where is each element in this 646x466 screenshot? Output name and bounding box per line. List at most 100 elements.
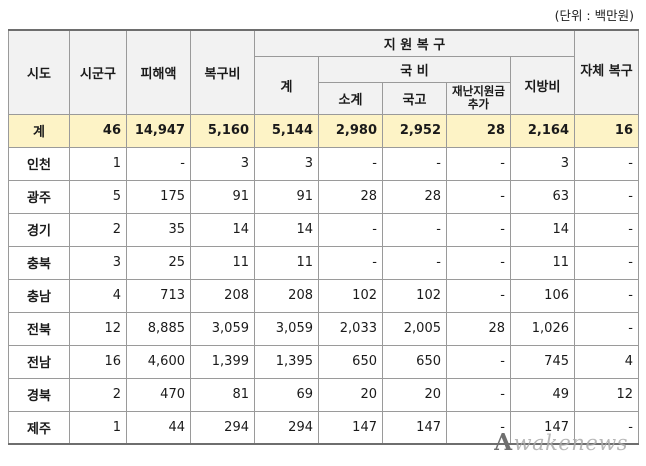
cell-region: 제주	[8, 410, 70, 445]
header-recovery-cost: 복구비	[190, 29, 255, 115]
header-district: 시군구	[69, 29, 127, 115]
cell-region: 광주	[8, 179, 70, 214]
cell-region: 충남	[8, 278, 70, 313]
cell-disaster: 28	[446, 311, 511, 346]
header-disaster-fund: 재난지원금 추가	[446, 81, 511, 115]
cell-treasury: -	[382, 146, 447, 181]
cell-damage: 8,885	[126, 311, 191, 346]
cell-recovery: 208	[190, 278, 255, 313]
cell-self: 12	[574, 377, 639, 412]
cell-district: 3	[69, 245, 127, 280]
cell-disaster: 28	[446, 113, 511, 148]
cell-recovery: 294	[190, 410, 255, 445]
cell-region: 인천	[8, 146, 70, 181]
cell-treasury: 147	[382, 410, 447, 445]
cell-treasury: -	[382, 245, 447, 280]
table-row: 제주 1 44 294 294 147 147 - 147 -	[8, 410, 639, 445]
cell-disaster: -	[446, 278, 511, 313]
cell-disaster: -	[446, 179, 511, 214]
table-header: 시도 시군구 피해액 복구비 지 원 복 구 자체 복구 계 국 비 지방비 소…	[8, 29, 639, 115]
cell-self: -	[574, 311, 639, 346]
header-damage: 피해액	[126, 29, 191, 115]
cell-damage: 44	[126, 410, 191, 445]
cell-damage: 713	[126, 278, 191, 313]
cell-support-total: 11	[254, 245, 319, 280]
cell-support-total: 69	[254, 377, 319, 412]
cell-disaster: -	[446, 212, 511, 247]
cell-support-total: 14	[254, 212, 319, 247]
cell-self: -	[574, 146, 639, 181]
cell-local: 106	[510, 278, 575, 313]
cell-support-total: 1,395	[254, 344, 319, 379]
cell-self: 16	[574, 113, 639, 148]
cell-treasury: -	[382, 212, 447, 247]
cell-recovery: 3	[190, 146, 255, 181]
watermark-logo: Awakenews	[494, 429, 628, 456]
cell-region: 계	[8, 113, 70, 148]
cell-support-total: 5,144	[254, 113, 319, 148]
header-subtotal: 소계	[318, 81, 383, 115]
cell-district: 16	[69, 344, 127, 379]
cell-self: -	[574, 179, 639, 214]
cell-treasury: 20	[382, 377, 447, 412]
cell-self: -	[574, 245, 639, 280]
cell-region: 경기	[8, 212, 70, 247]
cell-subtotal: 650	[318, 344, 383, 379]
cell-local: 49	[510, 377, 575, 412]
cell-treasury: 650	[382, 344, 447, 379]
cell-subtotal: -	[318, 146, 383, 181]
cell-disaster: -	[446, 146, 511, 181]
cell-self: -	[574, 278, 639, 313]
cell-district: 1	[69, 146, 127, 181]
cell-damage: -	[126, 146, 191, 181]
cell-subtotal: 147	[318, 410, 383, 445]
header-local: 지방비	[510, 55, 575, 115]
cell-local: 14	[510, 212, 575, 247]
cell-recovery: 81	[190, 377, 255, 412]
cell-district: 46	[69, 113, 127, 148]
cell-treasury: 28	[382, 179, 447, 214]
header-region: 시도	[8, 29, 70, 115]
cell-region: 전남	[8, 344, 70, 379]
cell-subtotal: -	[318, 245, 383, 280]
header-support: 지 원 복 구	[254, 29, 575, 57]
cell-region: 전북	[8, 311, 70, 346]
cell-local: 63	[510, 179, 575, 214]
cell-disaster: -	[446, 344, 511, 379]
header-support-total: 계	[254, 55, 319, 115]
cell-recovery: 5,160	[190, 113, 255, 148]
header-national: 국 비	[318, 55, 511, 83]
cell-subtotal: -	[318, 212, 383, 247]
cell-damage: 25	[126, 245, 191, 280]
cell-district: 2	[69, 212, 127, 247]
cell-self: 4	[574, 344, 639, 379]
header-self-recovery: 자체 복구	[574, 29, 639, 115]
cell-damage: 470	[126, 377, 191, 412]
cell-recovery: 91	[190, 179, 255, 214]
cell-local: 745	[510, 344, 575, 379]
cell-damage: 4,600	[126, 344, 191, 379]
table-row: 경기 2 35 14 14 - - - 14 -	[8, 212, 639, 247]
damage-recovery-table: 시도 시군구 피해액 복구비 지 원 복 구 자체 복구 계 국 비 지방비 소…	[8, 29, 639, 445]
cell-local: 3	[510, 146, 575, 181]
table-row: 충북 3 25 11 11 - - - 11 -	[8, 245, 639, 280]
cell-region: 경북	[8, 377, 70, 412]
watermark-text: wakenews	[513, 431, 628, 455]
cell-subtotal: 102	[318, 278, 383, 313]
table-row: 전남 16 4,600 1,399 1,395 650 650 - 745 4	[8, 344, 639, 379]
cell-self: -	[574, 410, 639, 445]
cell-self: -	[574, 212, 639, 247]
cell-disaster: -	[446, 377, 511, 412]
table-row: 경북 2 470 81 69 20 20 - 49 12	[8, 377, 639, 412]
cell-support-total: 208	[254, 278, 319, 313]
cell-treasury: 102	[382, 278, 447, 313]
table-row: 충남 4 713 208 208 102 102 - 106 -	[8, 278, 639, 313]
cell-damage: 175	[126, 179, 191, 214]
watermark-mark: A	[494, 429, 513, 456]
cell-district: 1	[69, 410, 127, 445]
cell-recovery: 11	[190, 245, 255, 280]
cell-recovery: 14	[190, 212, 255, 247]
cell-damage: 14,947	[126, 113, 191, 148]
cell-support-total: 3,059	[254, 311, 319, 346]
cell-treasury: 2,952	[382, 113, 447, 148]
